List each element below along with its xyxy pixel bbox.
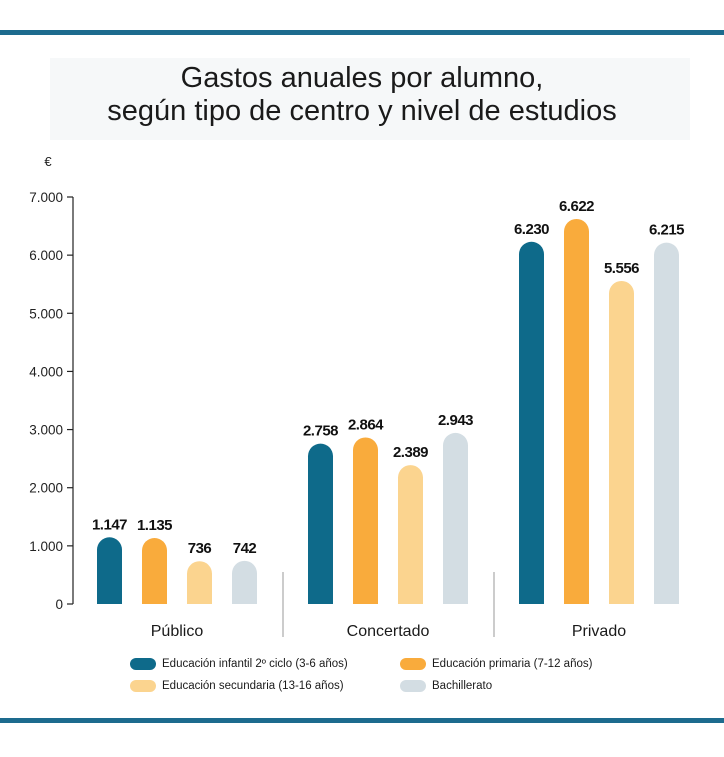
legend-label-infantil: Educación infantil 2º ciclo (3-6 años) bbox=[162, 658, 348, 670]
title-background bbox=[50, 58, 690, 140]
chart-title-line-1: Gastos anuales por alumno, bbox=[180, 62, 544, 94]
bar-primaria-2 bbox=[564, 218, 589, 604]
bar-bachillerato-0 bbox=[232, 560, 257, 604]
legend-label-primaria: Educación primaria (7-12 años) bbox=[432, 658, 593, 670]
data-label: 5.556 bbox=[604, 260, 639, 277]
bottom-rule bbox=[0, 718, 724, 723]
data-label: 2.758 bbox=[303, 423, 338, 440]
bar-secundaria-1 bbox=[398, 465, 423, 604]
data-label: 6.622 bbox=[559, 198, 594, 215]
x-category-label: Concertado bbox=[347, 623, 430, 640]
x-category-label: Privado bbox=[572, 623, 626, 640]
legend-item-bachillerato: Bachillerato bbox=[400, 678, 650, 694]
bar-secundaria-0 bbox=[187, 561, 212, 604]
bar-chart: €0 1.000 2.000 3.000 4.000 5.000 6.000 7.000 1.1… bbox=[29, 154, 684, 640]
y-tick-label: 3.000 bbox=[29, 423, 63, 438]
y-axis-unit-label: € bbox=[44, 154, 52, 169]
y-tick-label: 5.000 bbox=[29, 306, 63, 321]
y-tick-label: 0 bbox=[55, 597, 63, 612]
bar-primaria-0 bbox=[142, 538, 167, 604]
legend-swatch-primaria bbox=[400, 658, 426, 670]
bar-secundaria-2 bbox=[609, 280, 634, 604]
bar-infantil-1 bbox=[308, 443, 333, 604]
bar-bachillerato-2 bbox=[654, 242, 679, 604]
data-label: 1.135 bbox=[137, 517, 172, 534]
legend-label-secundaria: Educación secundaria (13-16 años) bbox=[162, 680, 344, 692]
y-tick-label: 6.000 bbox=[29, 248, 63, 263]
chart-title-line-2: según tipo de centro y nivel de estudios bbox=[107, 95, 617, 127]
x-category-label: Público bbox=[151, 623, 204, 640]
data-label: 2.389 bbox=[393, 444, 428, 461]
bar-infantil-0 bbox=[97, 537, 122, 604]
bar-infantil-2 bbox=[519, 241, 544, 604]
chart-title: Gastos anuales por alumno, según tipo de… bbox=[0, 62, 724, 128]
data-label: 742 bbox=[233, 540, 257, 557]
data-label: 736 bbox=[188, 540, 212, 557]
data-label: 2.943 bbox=[438, 412, 473, 429]
legend-swatch-infantil bbox=[130, 658, 156, 670]
y-tick-label: 4.000 bbox=[29, 364, 63, 379]
bar-bachillerato-1 bbox=[443, 432, 468, 604]
data-label: 1.147 bbox=[92, 516, 127, 533]
y-tick-label: 2.000 bbox=[29, 481, 63, 496]
legend-swatch-secundaria bbox=[130, 680, 156, 692]
y-tick-label: 7.000 bbox=[29, 190, 63, 205]
legend-swatch-bachillerato bbox=[400, 680, 426, 692]
data-label: 2.864 bbox=[348, 416, 384, 433]
legend-item-primaria: Educación primaria (7-12 años) bbox=[400, 656, 650, 672]
legend-item-infantil: Educación infantil 2º ciclo (3-6 años) bbox=[130, 656, 400, 672]
legend: Educación infantil 2º ciclo (3-6 años) E… bbox=[130, 656, 650, 694]
bar-primaria-1 bbox=[353, 437, 378, 604]
y-tick-label: 1.000 bbox=[29, 539, 63, 554]
legend-label-bachillerato: Bachillerato bbox=[432, 680, 493, 692]
top-rule bbox=[0, 30, 724, 35]
data-label: 6.230 bbox=[514, 221, 549, 238]
legend-item-secundaria: Educación secundaria (13-16 años) bbox=[130, 678, 400, 694]
data-label: 6.215 bbox=[649, 222, 684, 239]
